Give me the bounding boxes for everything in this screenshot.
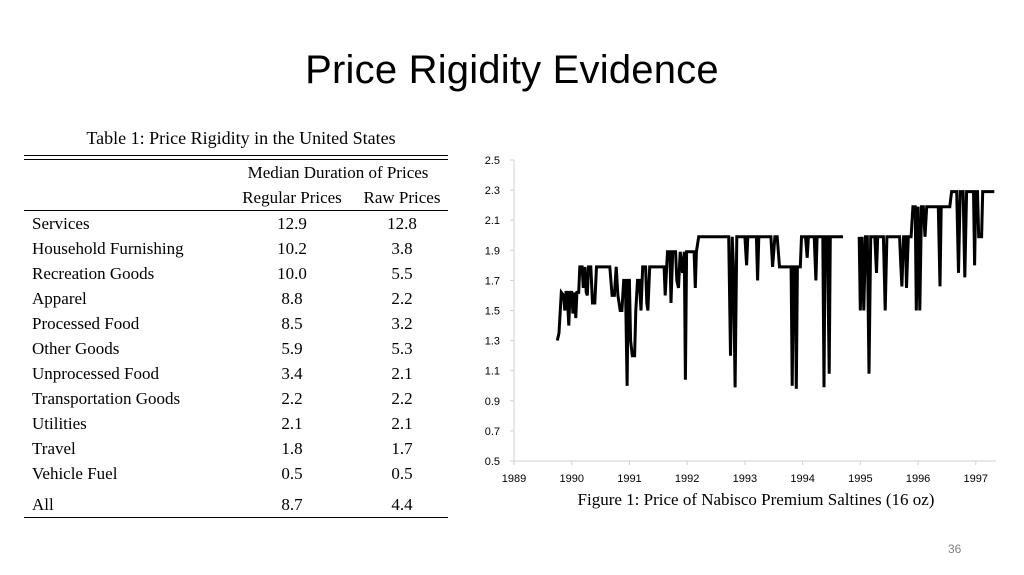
row-regular: 1.8 (281, 439, 303, 458)
row-raw: 2.2 (391, 289, 413, 308)
row-label: Travel (32, 439, 76, 458)
row-label: Vehicle Fuel (32, 464, 118, 483)
y-tick-label: 2.5 (485, 155, 500, 167)
x-tick-label: 1995 (848, 473, 872, 485)
row-regular: 10.2 (277, 239, 307, 258)
y-tick-label: 1.7 (485, 275, 500, 287)
x-tick-label: 1991 (617, 473, 641, 485)
row-raw: 5.3 (391, 339, 413, 358)
x-tick-label: 1996 (906, 473, 930, 485)
row-label: Household Furnishing (32, 239, 184, 258)
table-body: Services 12.9 12.8 Household Furnishing 10.2… (24, 211, 448, 487)
x-tick-label: 1989 (502, 473, 526, 485)
y-tick-label: 0.7 (485, 426, 500, 438)
y-tick-label: 2.3 (485, 185, 500, 197)
table-row: Transportation Goods 2.2 2.2 (24, 386, 448, 411)
row-regular: 2.1 (281, 414, 303, 433)
row-label: Unprocessed Food (32, 364, 160, 383)
row-raw: 5.5 (391, 264, 413, 283)
column-header-row: Regular Prices Raw Prices (24, 185, 448, 211)
x-tick-label: 1993 (733, 473, 757, 485)
price-series-line (555, 235, 843, 389)
y-tick-label: 0.9 (485, 396, 500, 408)
row-raw: 2.1 (391, 364, 413, 383)
table-row-all: All 8.7 4.4 (24, 486, 448, 517)
table-top-rule (24, 155, 448, 160)
row-regular: 2.2 (281, 389, 303, 408)
row-raw: 2.1 (391, 414, 413, 433)
table-bottom-rule (24, 517, 448, 518)
figure-caption: Figure 1: Price of Nabisco Premium Salti… (577, 490, 935, 509)
row-raw: 3.2 (391, 314, 413, 333)
x-tick-label: 1990 (559, 473, 583, 485)
row-raw: 12.8 (387, 214, 417, 233)
table-row: Processed Food 8.5 3.2 (24, 311, 448, 336)
row-regular: 0.5 (281, 464, 303, 483)
row-label: Other Goods (32, 339, 120, 358)
row-label: Transportation Goods (32, 389, 181, 408)
table-row: Apparel 8.8 2.2 (24, 286, 448, 311)
x-tick-label: 1997 (964, 473, 988, 485)
row-regular: 8.7 (281, 495, 303, 514)
page-number: 36 (948, 542, 962, 556)
table-row: Other Goods 5.9 5.3 (24, 336, 448, 361)
price-rigidity-table: Table 1: Price Rigidity in the United St… (24, 126, 448, 518)
y-tick-label: 1.9 (485, 245, 500, 257)
table-row: Household Furnishing 10.2 3.8 (24, 236, 448, 261)
row-regular: 8.5 (281, 314, 303, 333)
col-header-regular: Regular Prices (228, 185, 356, 211)
table-row: Unprocessed Food 3.4 2.1 (24, 361, 448, 386)
row-raw: 3.8 (391, 239, 413, 258)
saltine-price-chart: 0.5 0.7 0.9 1.1 1.3 1.5 1.7 1.9 2.1 2.3 2.5 1989 199… (485, 155, 996, 485)
group-header-row: Median Duration of Prices (24, 160, 448, 185)
table-row: Utilities 2.1 2.1 (24, 411, 448, 436)
duration-table: Median Duration of Prices Regular Prices… (24, 160, 448, 517)
row-regular: 12.9 (277, 214, 307, 233)
row-raw: 0.5 (391, 464, 413, 483)
y-tick-label: 1.3 (485, 336, 500, 348)
row-regular: 10.0 (277, 264, 307, 283)
row-raw: 2.2 (391, 389, 413, 408)
row-label: Processed Food (32, 314, 140, 333)
table-row: Travel 1.8 1.7 (24, 436, 448, 461)
row-raw: 4.4 (391, 495, 413, 514)
y-tick-label: 1.5 (485, 306, 500, 318)
group-header: Median Duration of Prices (247, 163, 429, 182)
row-regular: 3.4 (281, 364, 303, 383)
y-tick-label: 0.5 (485, 456, 500, 468)
y-tick-label: 1.1 (485, 366, 500, 378)
table-row: Services 12.9 12.8 (24, 211, 448, 237)
row-label: All (32, 495, 54, 514)
row-label: Services (32, 214, 90, 233)
row-raw: 1.7 (391, 439, 413, 458)
table-row: Vehicle Fuel 0.5 0.5 (24, 461, 448, 486)
row-label: Apparel (32, 289, 87, 308)
col-header-raw: Raw Prices (356, 185, 448, 211)
x-tick-label: 1992 (675, 473, 699, 485)
x-tick-label: 1994 (790, 473, 814, 485)
row-label: Utilities (32, 414, 87, 433)
table-caption: Table 1: Price Rigidity in the United St… (86, 128, 396, 148)
y-tick-label: 2.1 (485, 215, 500, 227)
slide-title: Price Rigidity Evidence (305, 48, 719, 92)
price-series-line (857, 190, 995, 374)
row-label: Recreation Goods (32, 264, 155, 283)
row-regular: 5.9 (281, 339, 303, 358)
table-row: Recreation Goods 10.0 5.5 (24, 261, 448, 286)
row-regular: 8.8 (281, 289, 303, 308)
